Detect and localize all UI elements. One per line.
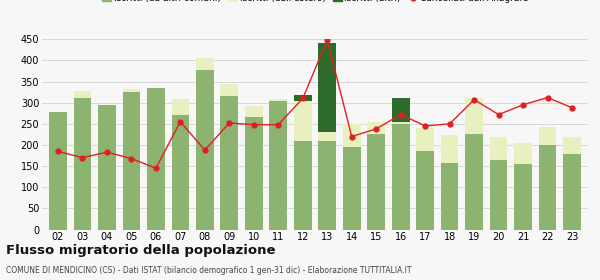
Bar: [343, 147, 361, 230]
Bar: [74, 91, 91, 99]
Bar: [343, 124, 361, 147]
Bar: [392, 122, 410, 124]
Bar: [490, 160, 508, 230]
Bar: [74, 99, 91, 230]
Bar: [147, 88, 164, 230]
Bar: [563, 154, 581, 230]
Bar: [319, 132, 336, 141]
Bar: [294, 95, 311, 101]
Bar: [392, 124, 410, 230]
Bar: [294, 141, 311, 230]
Text: Flusso migratorio della popolazione: Flusso migratorio della popolazione: [6, 244, 275, 256]
Bar: [466, 134, 483, 230]
Bar: [392, 99, 410, 122]
Bar: [466, 99, 483, 134]
Bar: [539, 145, 556, 230]
Bar: [319, 43, 336, 132]
Bar: [122, 89, 140, 92]
Bar: [416, 128, 434, 151]
Bar: [539, 127, 556, 145]
Bar: [319, 141, 336, 230]
Bar: [441, 135, 458, 163]
Bar: [490, 137, 508, 160]
Bar: [172, 99, 189, 115]
Bar: [441, 163, 458, 230]
Bar: [269, 99, 287, 101]
Bar: [416, 151, 434, 230]
Bar: [514, 143, 532, 164]
Bar: [49, 112, 67, 230]
Bar: [514, 164, 532, 230]
Bar: [245, 118, 263, 230]
Text: COMUNE DI MENDICINO (CS) - Dati ISTAT (bilancio demografico 1 gen-31 dic) - Elab: COMUNE DI MENDICINO (CS) - Dati ISTAT (b…: [6, 266, 412, 275]
Bar: [563, 137, 581, 154]
Bar: [294, 101, 311, 141]
Bar: [122, 92, 140, 230]
Legend: Iscritti (da altri comuni), Iscritti (dall'estero), Iscritti (altri), Cancellati: Iscritti (da altri comuni), Iscritti (da…: [98, 0, 532, 7]
Bar: [245, 106, 263, 118]
Bar: [220, 85, 238, 96]
Bar: [98, 105, 116, 230]
Bar: [196, 70, 214, 230]
Bar: [196, 58, 214, 70]
Bar: [220, 96, 238, 230]
Bar: [367, 134, 385, 230]
Bar: [269, 101, 287, 230]
Bar: [172, 115, 189, 230]
Bar: [367, 122, 385, 134]
